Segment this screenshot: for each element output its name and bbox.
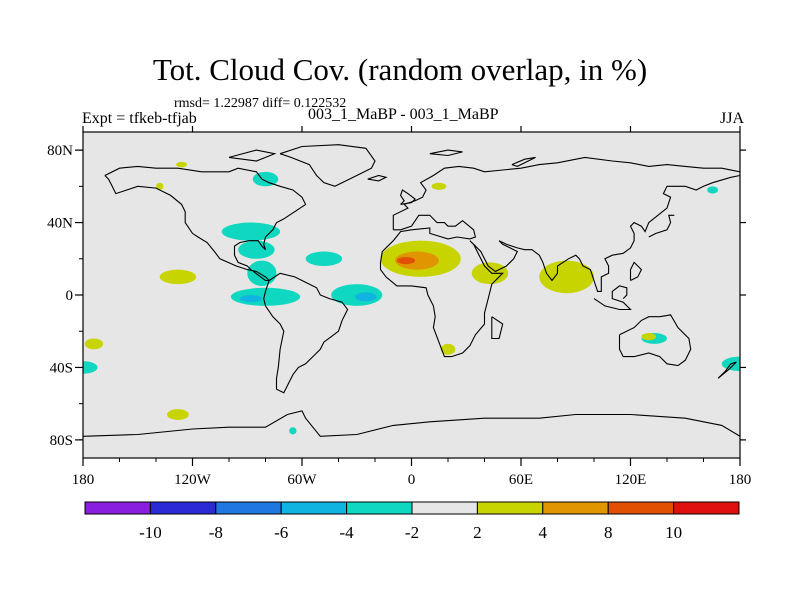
- colorbar-swatch: [476, 501, 544, 515]
- anomaly-patch: [539, 260, 594, 294]
- anomaly-patch: [289, 427, 297, 435]
- coastline: [379, 214, 505, 358]
- stats-label: rmsd= 1.22987 diff= 0.122532: [174, 96, 347, 111]
- colorbar-swatch: [84, 501, 151, 515]
- anomaly-patch: [431, 182, 447, 190]
- anomaly-patch: [238, 240, 275, 259]
- coastline: [593, 285, 632, 311]
- colorbar-swatch: [673, 501, 740, 515]
- colorbar-label: -10: [139, 523, 162, 542]
- colorbar-swatch: [411, 501, 478, 515]
- anomaly-patch: [83, 361, 98, 374]
- anomaly-patch: [707, 186, 719, 194]
- anomaly-patch: [166, 409, 189, 420]
- experiment-label: Expt = tfkeb-tfjab: [82, 110, 197, 127]
- anomaly-field: [83, 161, 740, 435]
- anomaly-patch: [641, 333, 657, 341]
- coastline: [104, 165, 307, 282]
- anomaly-patch: [247, 260, 277, 286]
- coastline: [392, 156, 740, 230]
- coastline: [618, 314, 692, 367]
- coastline: [399, 189, 416, 205]
- anomaly-patch: [354, 292, 377, 302]
- coastline: [648, 214, 675, 238]
- anomaly-patch: [396, 256, 416, 265]
- anomaly-patch: [176, 161, 188, 168]
- season-label: JJA: [719, 110, 744, 127]
- coastline: [279, 144, 376, 187]
- x-tick-label: 60E: [509, 472, 533, 488]
- plot-background: [83, 132, 740, 458]
- x-tick-label: 120W: [174, 472, 212, 488]
- anomaly-patch: [395, 251, 439, 270]
- y-tick-label: 80N: [47, 143, 73, 159]
- y-tick-label: 40S: [50, 360, 73, 376]
- chart-title: Tot. Cloud Cov. (random overlap, in %): [152, 52, 648, 87]
- anomaly-patch: [239, 295, 262, 303]
- anomaly-patch: [440, 343, 456, 355]
- colorbar-swatch: [149, 501, 217, 515]
- colorbar-label: -2: [405, 523, 419, 542]
- x-tick-label: 0: [408, 472, 416, 488]
- coastlines: [83, 144, 740, 437]
- y-tick-label: 0: [66, 288, 74, 304]
- colorbar-label: 4: [539, 523, 548, 542]
- coastline: [629, 261, 643, 281]
- anomaly-patch: [221, 222, 281, 241]
- coastline: [473, 174, 740, 292]
- coastline: [429, 149, 463, 157]
- colorbar-swatch: [542, 501, 609, 515]
- colorbar-label: 10: [665, 523, 682, 542]
- colorbar-swatch: [346, 501, 413, 515]
- colorbar-label: 2: [473, 523, 482, 542]
- chart-subtitle: 003_1_MaBP - 003_1_MaBP: [308, 106, 499, 123]
- colorbar-label: -6: [274, 523, 288, 542]
- coastline: [511, 156, 536, 167]
- anomaly-patch: [471, 262, 509, 285]
- coastline: [228, 149, 277, 162]
- anomaly-patch: [84, 338, 104, 350]
- x-tick-label: 180: [729, 472, 752, 488]
- colorbar: -10 -8 -6 -4 -2 2 4 8 10: [84, 501, 740, 542]
- x-tick-label: 180: [72, 472, 95, 488]
- coastline: [717, 361, 737, 379]
- colorbar-label: -8: [209, 523, 223, 542]
- x-tick-label: 60W: [287, 472, 317, 488]
- y-tick-label: 40N: [47, 216, 73, 232]
- coastline: [367, 174, 388, 182]
- colorbar-swatch: [215, 501, 282, 515]
- anomaly-patch: [159, 269, 197, 285]
- coastline: [83, 410, 740, 437]
- colorbar-label: 8: [604, 523, 613, 542]
- y-tick-label: 80S: [50, 433, 73, 449]
- colorbar-swatch: [607, 501, 675, 515]
- coastline: [263, 272, 349, 394]
- colorbar-swatch: [280, 501, 348, 515]
- colorbar-label: -4: [340, 523, 355, 542]
- anomaly-patch: [305, 251, 343, 267]
- axes: 180 120W 60W 0 60E 120E 180 80N 40N 0 40S 80S: [47, 126, 751, 488]
- coastline: [491, 316, 504, 340]
- x-tick-label: 120E: [615, 472, 647, 488]
- anomaly-patch: [156, 182, 164, 190]
